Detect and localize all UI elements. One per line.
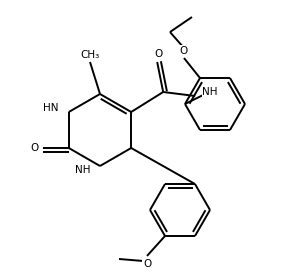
Text: HN: HN — [43, 103, 59, 113]
Text: NH: NH — [202, 87, 218, 97]
Text: CH₃: CH₃ — [80, 50, 100, 60]
Text: O: O — [143, 259, 151, 269]
Text: O: O — [31, 143, 39, 153]
Text: O: O — [154, 49, 162, 59]
Text: O: O — [179, 46, 187, 56]
Text: NH: NH — [75, 165, 90, 175]
